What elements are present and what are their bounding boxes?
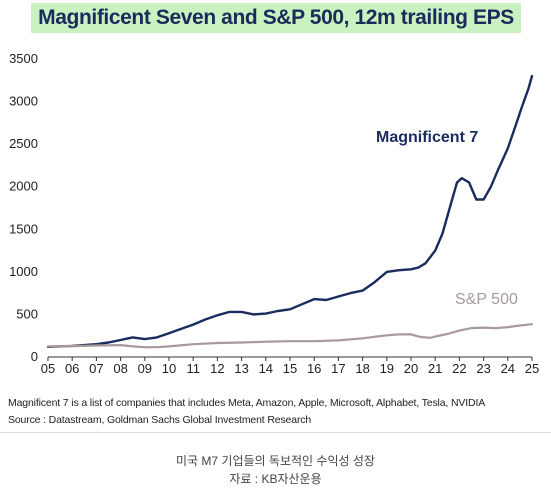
x-tick-label: 21 — [428, 361, 442, 376]
x-tick-label: 12 — [210, 361, 224, 376]
y-tick-label: 1000 — [9, 264, 38, 279]
x-tick-label: 16 — [307, 361, 321, 376]
x-tick-label: 23 — [476, 361, 490, 376]
y-tick-label: 500 — [16, 306, 38, 321]
x-tick-label: 15 — [283, 361, 297, 376]
x-tick-label: 10 — [162, 361, 176, 376]
y-tick-label: 3500 — [9, 51, 38, 66]
x-tick-label: 14 — [259, 361, 273, 376]
series-line-sp500 — [46, 323, 534, 349]
y-tick-label: 0 — [31, 349, 38, 364]
line-chart: 0 500 1000 1500 2000 2500 3000 3500 05 06 07 08 09 10… — [9, 51, 539, 376]
x-tick-label: 08 — [113, 361, 127, 376]
caption-title: 미국 M7 기업들의 독보적인 수익성 성장 — [176, 454, 375, 468]
x-tick-label: 24 — [501, 361, 515, 376]
x-tick-label: 06 — [65, 361, 79, 376]
series-label-sp500: S&P 500 — [455, 291, 518, 308]
series-layer — [46, 74, 534, 349]
x-tick-label: 17 — [331, 361, 345, 376]
chart-title: Magnificent Seven and S&P 500, 12m trail… — [38, 6, 514, 29]
y-tick-label: 3000 — [9, 94, 38, 109]
title-bar: Magnificent Seven and S&P 500, 12m trail… — [31, 3, 521, 33]
y-tick-label: 2000 — [9, 179, 38, 194]
x-tick-label: 09 — [138, 361, 152, 376]
y-tick-label: 1500 — [9, 221, 38, 236]
x-tick-label: 18 — [355, 361, 369, 376]
series-label-magnificent-7: Magnificent 7 — [376, 129, 478, 146]
x-tick-label: 20 — [404, 361, 418, 376]
x-tick-label: 13 — [234, 361, 248, 376]
x-tick-label: 11 — [186, 361, 200, 376]
x-tick-label: 22 — [452, 361, 466, 376]
x-tick-label: 07 — [89, 361, 103, 376]
x-tick-label: 05 — [41, 361, 55, 376]
x-tick-label: 25 — [525, 361, 539, 376]
members-note: Magnificent 7 is a list of companies tha… — [8, 397, 486, 409]
axes: 0 500 1000 1500 2000 2500 3000 3500 05 06 07 08 09 10… — [9, 51, 539, 376]
x-tick-label: 19 — [380, 361, 394, 376]
caption-source: 자료 : KB자산운용 — [229, 472, 322, 486]
labels-layer: Magnificent 7 S&P 500 — [376, 129, 518, 308]
series-line-magnificent-7 — [46, 74, 534, 348]
y-tick-label: 2500 — [9, 136, 38, 151]
source-note: Source : Datastream, Goldman Sachs Globa… — [8, 414, 312, 426]
separator — [0, 432, 551, 433]
